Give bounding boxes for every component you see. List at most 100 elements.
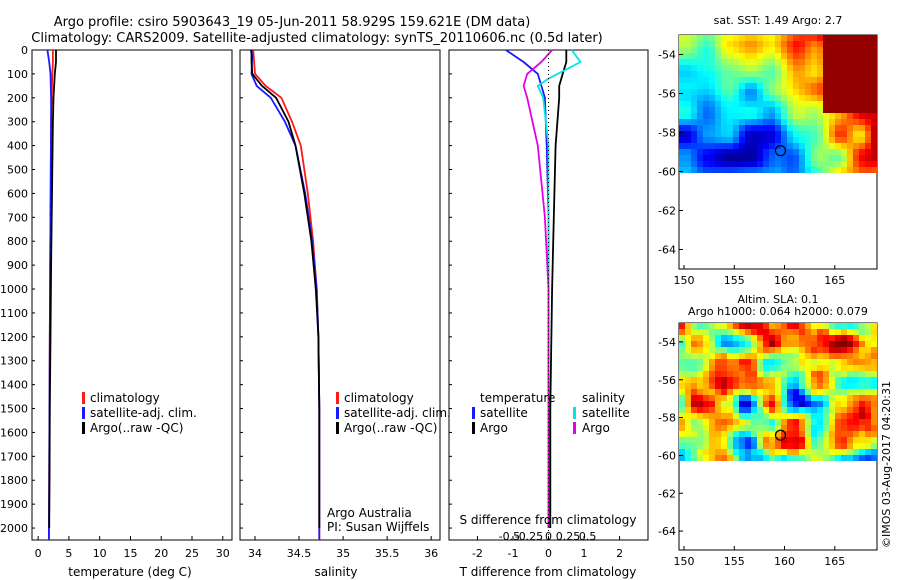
map-cell bbox=[787, 371, 793, 377]
map-cell bbox=[799, 89, 805, 95]
map-cell bbox=[703, 131, 709, 137]
map-cell bbox=[853, 377, 859, 383]
map-cell bbox=[745, 131, 751, 137]
map-cell bbox=[811, 149, 817, 155]
map-cell bbox=[859, 35, 865, 41]
map-cell bbox=[679, 119, 685, 125]
map-cell bbox=[793, 449, 799, 455]
map-cell bbox=[709, 59, 715, 65]
map-cell bbox=[679, 431, 685, 437]
map-cell bbox=[763, 65, 769, 71]
map-cell bbox=[715, 143, 721, 149]
map-cell bbox=[685, 47, 691, 53]
map-cell bbox=[829, 131, 835, 137]
map-cell bbox=[775, 101, 781, 107]
map-cell bbox=[721, 167, 727, 173]
argo-location-marker bbox=[774, 429, 787, 441]
map-cell bbox=[679, 47, 685, 53]
map-cell bbox=[679, 443, 685, 449]
map-cell bbox=[847, 353, 853, 359]
map-cell bbox=[793, 41, 799, 47]
map-cell bbox=[727, 431, 733, 437]
map-cell bbox=[739, 329, 745, 335]
map-cell bbox=[733, 83, 739, 89]
map-cell bbox=[703, 119, 709, 125]
map-cell bbox=[865, 95, 871, 101]
map-cell bbox=[829, 95, 835, 101]
map-cell bbox=[685, 371, 691, 377]
s-diff-tick-label: 0.5 bbox=[579, 530, 597, 543]
map-cell bbox=[811, 431, 817, 437]
map-cell bbox=[847, 149, 853, 155]
map-cell bbox=[727, 149, 733, 155]
map-cell bbox=[769, 41, 775, 47]
map-cell bbox=[709, 413, 715, 419]
map-cell bbox=[793, 53, 799, 59]
map-cell bbox=[709, 347, 715, 353]
map-cell bbox=[721, 329, 727, 335]
map-cell bbox=[745, 329, 751, 335]
map-cell bbox=[865, 83, 871, 89]
map-cell bbox=[721, 455, 727, 461]
map-cell bbox=[829, 347, 835, 353]
map-cell bbox=[823, 59, 829, 65]
map-cell bbox=[835, 359, 841, 365]
map-cell bbox=[775, 71, 781, 77]
map-cell bbox=[751, 347, 757, 353]
map-cell bbox=[715, 167, 721, 173]
map-cell bbox=[829, 359, 835, 365]
map-cell bbox=[769, 353, 775, 359]
map-cell bbox=[751, 383, 757, 389]
map-cell bbox=[829, 455, 835, 461]
map-cell bbox=[817, 137, 823, 143]
map-cell bbox=[853, 425, 859, 431]
map-cell bbox=[685, 365, 691, 371]
map-cell bbox=[817, 59, 823, 65]
map-cell bbox=[709, 77, 715, 83]
map-cell bbox=[763, 47, 769, 53]
map-cell bbox=[823, 383, 829, 389]
map-cell bbox=[871, 365, 877, 371]
map-cell bbox=[757, 341, 763, 347]
map-cell bbox=[751, 71, 757, 77]
map-cell bbox=[811, 95, 817, 101]
map-cell bbox=[865, 41, 871, 47]
map-cell bbox=[823, 341, 829, 347]
map-cell bbox=[805, 59, 811, 65]
map-cell bbox=[793, 431, 799, 437]
map-cell bbox=[811, 107, 817, 113]
map-cell bbox=[685, 407, 691, 413]
map-cell bbox=[697, 131, 703, 137]
map-cell bbox=[805, 407, 811, 413]
map-cell bbox=[715, 329, 721, 335]
lon-tick-label: 160 bbox=[774, 274, 795, 287]
map-cell bbox=[841, 359, 847, 365]
map-cell bbox=[871, 377, 877, 383]
map-cell bbox=[733, 443, 739, 449]
map-cell bbox=[775, 443, 781, 449]
map-cell bbox=[781, 161, 787, 167]
map-cell bbox=[745, 383, 751, 389]
map-cell bbox=[763, 107, 769, 113]
map-cell bbox=[709, 389, 715, 395]
map-cell bbox=[721, 155, 727, 161]
map-cell bbox=[793, 341, 799, 347]
map-cell bbox=[841, 407, 847, 413]
map-cell bbox=[769, 449, 775, 455]
map-cell bbox=[691, 389, 697, 395]
map-cell bbox=[847, 131, 853, 137]
map-cell bbox=[781, 443, 787, 449]
depth-tick-label: 800 bbox=[7, 235, 28, 248]
map-cell bbox=[691, 119, 697, 125]
map-cell bbox=[697, 341, 703, 347]
map-cell bbox=[685, 71, 691, 77]
map-cell bbox=[829, 101, 835, 107]
map-cell bbox=[805, 335, 811, 341]
map-cell bbox=[733, 329, 739, 335]
map-cell bbox=[715, 53, 721, 59]
map-cell bbox=[751, 413, 757, 419]
map-cell bbox=[763, 347, 769, 353]
map-cell bbox=[769, 419, 775, 425]
map-cell bbox=[751, 425, 757, 431]
map-cell bbox=[787, 59, 793, 65]
